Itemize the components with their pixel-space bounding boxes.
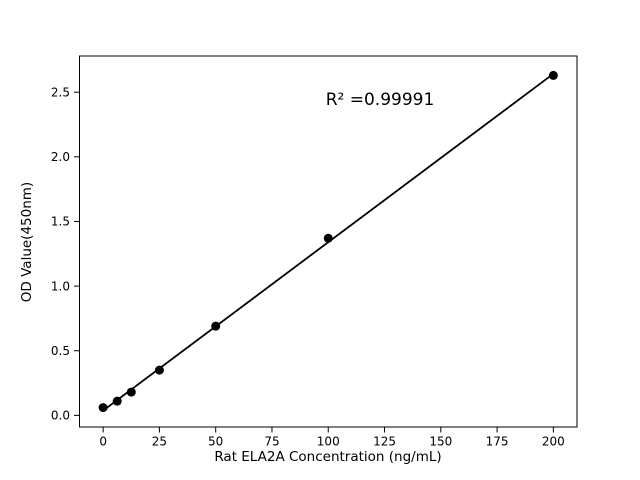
y-tick-label: 2.5 [51,85,70,99]
x-tick-label: 200 [542,435,565,449]
data-point-marker [154,365,164,375]
data-point-marker [323,233,333,243]
y-tick-label: 2.0 [51,150,70,164]
x-axis-label: Rat ELA2A Concentration (ng/mL) [214,449,442,465]
x-tick-label: 75 [264,435,279,449]
data-point-marker [98,403,108,413]
data-point-marker [112,396,122,406]
data-point-marker [126,387,136,397]
y-tick-label: 0.5 [51,344,70,358]
x-tick-label: 125 [373,435,396,449]
y-tick-label: 1.5 [51,215,70,229]
x-tick-label: 175 [486,435,509,449]
data-point-marker [548,70,558,80]
x-tick-label: 25 [152,435,167,449]
y-tick-label: 0.0 [51,409,70,423]
data-point-marker [211,321,221,331]
r-squared-annotation: R² =0.99991 [325,90,435,110]
y-axis-label: OD Value(450nm) [19,181,35,303]
x-tick-label: 50 [208,435,223,449]
x-tick-label: 150 [429,435,452,449]
y-tick-label: 1.0 [51,279,70,293]
x-tick-label: 0 [99,435,107,449]
x-tick-label: 100 [317,435,340,449]
